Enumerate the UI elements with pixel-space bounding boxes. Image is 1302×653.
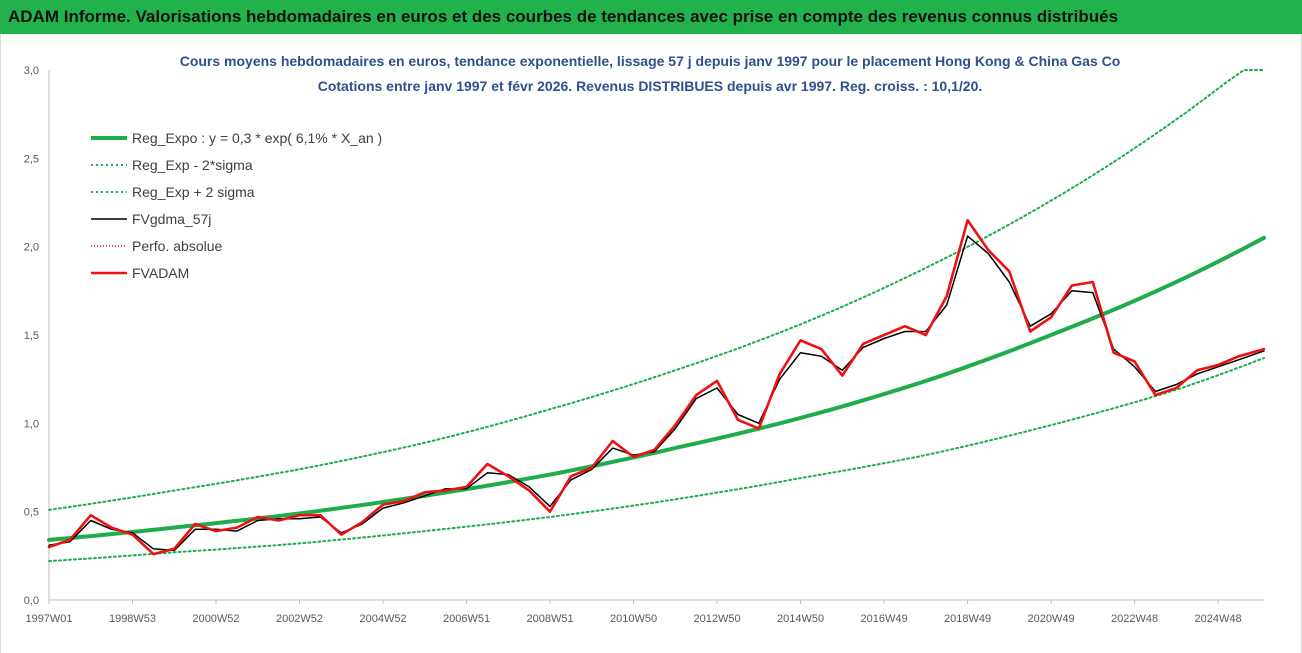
- series-fvadam: [47, 218, 1266, 556]
- series-reg-plus-2sigma: [48, 69, 1265, 511]
- series-reg-minus-2sigma: [48, 357, 1265, 563]
- x-tick-label: 1997W01: [25, 613, 72, 625]
- chart-area: Cours moyens hebdomadaires en euros, ten…: [0, 34, 1302, 653]
- x-tick-label: 2016W49: [861, 613, 908, 625]
- legend-entry-label: FVADAM: [132, 265, 189, 281]
- legend-entry-label: Reg_Exp - 2*sigma: [132, 157, 253, 173]
- series-group: [47, 69, 1266, 563]
- x-tick-label: 2022W48: [1111, 613, 1158, 625]
- valuation-chart: Cours moyens hebdomadaires en euros, ten…: [24, 53, 1266, 625]
- x-tick-label: 2020W49: [1028, 613, 1075, 625]
- chart-title-line1: Cours moyens hebdomadaires en euros, ten…: [180, 53, 1121, 69]
- y-tick-label: 0,0: [24, 595, 39, 607]
- x-tick-label: 1998W53: [109, 613, 156, 625]
- legend-entry-label: Reg_Exp + 2 sigma: [132, 184, 255, 200]
- legend-entry-label: FVgdma_57j: [132, 211, 211, 227]
- axes: 0,0 0,5 1,0 1,5 2,0 2,5 3,0 1997W01 1998W53 2000W…: [24, 65, 1264, 625]
- x-tick-label: 2010W50: [610, 613, 657, 625]
- y-tick-label: 1,5: [24, 330, 39, 342]
- x-tick-label: 2004W52: [359, 613, 406, 625]
- legend-entry-label: Perfo. absolue: [132, 238, 222, 254]
- chart-title-line2: Cotations entre janv 1997 et févr 2026. …: [318, 78, 983, 94]
- report-header: ADAM Informe. Valorisations hebdomadaire…: [0, 0, 1302, 34]
- x-tick-label: 2018W49: [944, 613, 991, 625]
- x-tick-label: 2000W52: [192, 613, 239, 625]
- x-tick-label: 2002W52: [276, 613, 323, 625]
- x-tick-label: 2012W50: [693, 613, 740, 625]
- x-tick-label: 2008W51: [526, 613, 573, 625]
- legend: Reg_Expo : y = 0,3 * exp( 6,1% * X_an ) R…: [91, 130, 382, 281]
- y-tick-label: 3,0: [24, 65, 39, 77]
- x-tick-label: 2014W50: [777, 613, 824, 625]
- x-tick-label: 2006W51: [443, 613, 490, 625]
- y-tick-label: 0,5: [24, 507, 39, 519]
- legend-entry-label: Reg_Expo : y = 0,3 * exp( 6,1% * X_an ): [132, 130, 382, 146]
- y-tick-label: 1,0: [24, 418, 39, 430]
- y-tick-label: 2,0: [24, 242, 39, 254]
- x-tick-label: 2024W48: [1195, 613, 1242, 625]
- y-tick-label: 2,5: [24, 153, 39, 165]
